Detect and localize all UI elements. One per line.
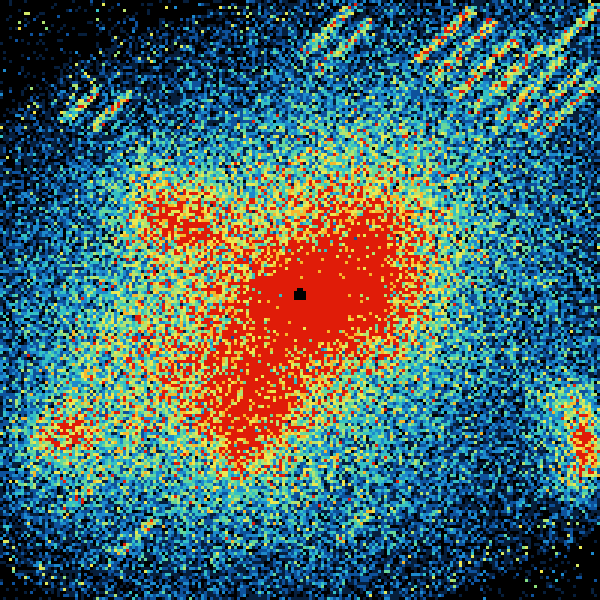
astronomical-intensity-map[interactable]: [0, 0, 600, 600]
image-viewer[interactable]: X-ray surface brightness map: [0, 0, 600, 600]
